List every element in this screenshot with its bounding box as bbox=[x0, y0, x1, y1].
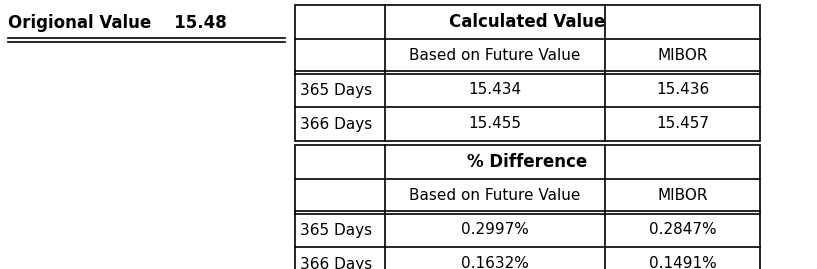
Text: MIBOR: MIBOR bbox=[657, 189, 708, 204]
Text: 366 Days: 366 Days bbox=[300, 257, 373, 269]
Text: 15.436: 15.436 bbox=[656, 83, 709, 97]
Text: Origional Value    15.48: Origional Value 15.48 bbox=[8, 14, 227, 32]
Text: % Difference: % Difference bbox=[467, 153, 587, 171]
Text: 0.2997%: 0.2997% bbox=[461, 222, 529, 238]
Text: Based on Future Value: Based on Future Value bbox=[409, 189, 581, 204]
Bar bbox=[295, 145, 760, 269]
Text: Based on Future Value: Based on Future Value bbox=[409, 48, 581, 63]
Text: 0.2847%: 0.2847% bbox=[649, 222, 717, 238]
Text: 366 Days: 366 Days bbox=[300, 116, 373, 132]
Text: 15.457: 15.457 bbox=[656, 116, 709, 132]
Text: 0.1632%: 0.1632% bbox=[461, 257, 529, 269]
Text: 15.434: 15.434 bbox=[468, 83, 521, 97]
Text: 0.1491%: 0.1491% bbox=[649, 257, 717, 269]
Text: 365 Days: 365 Days bbox=[300, 83, 372, 97]
Bar bbox=[295, 5, 760, 141]
Text: 365 Days: 365 Days bbox=[300, 222, 372, 238]
Text: MIBOR: MIBOR bbox=[657, 48, 708, 63]
Text: 15.455: 15.455 bbox=[468, 116, 521, 132]
Text: Calculated Value: Calculated Value bbox=[449, 13, 605, 31]
